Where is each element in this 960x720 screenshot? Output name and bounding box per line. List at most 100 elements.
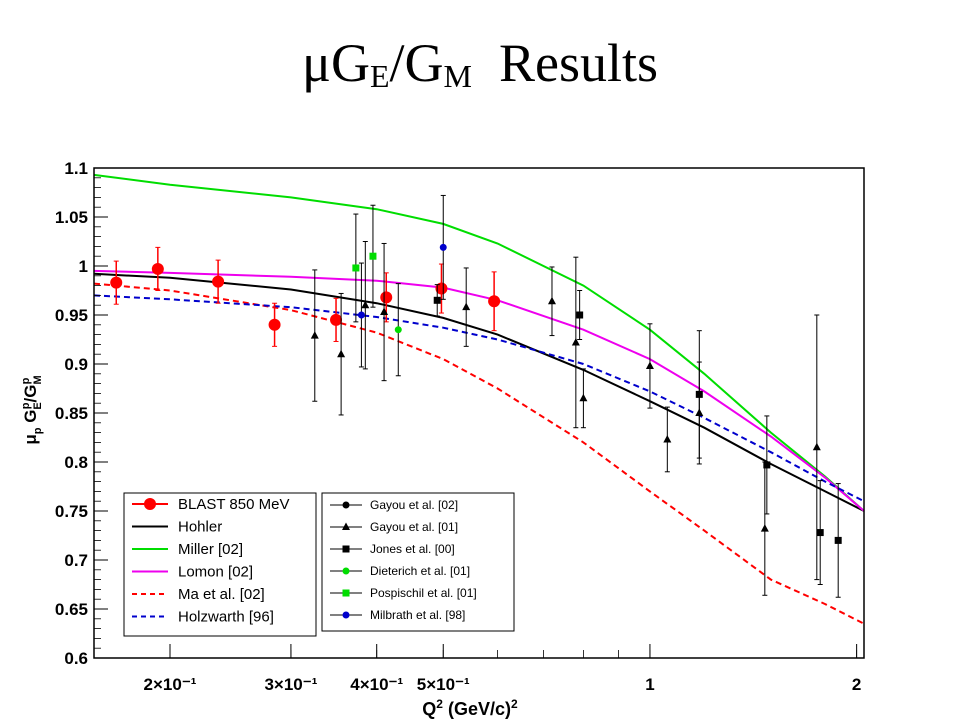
legend-label: Dieterich et al. [01] xyxy=(370,564,470,578)
point-blast-850-mev xyxy=(435,263,448,314)
point-jones-et-al-00 xyxy=(695,330,703,459)
marker-gayou-et-al-01 xyxy=(547,296,556,305)
marker-blast-850-mev xyxy=(151,262,164,275)
axes-layer: 0.6 0.65 0.7 0.75 0.8 0.85 0.9 0.95 1 1.05 1.1 2×10… xyxy=(55,159,861,694)
marker-jones-et-al-00 xyxy=(576,311,584,319)
curve-hohler xyxy=(93,272,865,512)
title-sub-e: E xyxy=(369,58,390,94)
point-gayou-et-al-01 xyxy=(337,292,346,416)
point-pospischil-et-al-01 xyxy=(369,204,377,308)
legend-label: Pospischil et al. [01] xyxy=(370,586,477,600)
legend-entry-pospischil-et-al-01: Pospischil et al. [01] xyxy=(330,586,477,600)
x-tick-label: 5×10⁻¹ xyxy=(417,675,470,694)
marker-gayou-et-al-01 xyxy=(337,349,346,358)
y-tick-label: 1 xyxy=(79,257,88,276)
legend-right: Gayou et al. [02] Gayou et al. [01] Jones … xyxy=(321,492,515,632)
legend-swatch-marker xyxy=(342,545,350,553)
y-tick-label: 0.95 xyxy=(55,306,88,325)
legend-label: Lomon [02] xyxy=(178,564,253,581)
legend-entry-miller-02: Miller [02] xyxy=(132,541,243,558)
point-dieterich-et-al-01 xyxy=(394,283,402,377)
point-blast-850-mev xyxy=(110,260,123,305)
legend-entry-dieterich-et-al-01: Dieterich et al. [01] xyxy=(330,564,470,578)
legend-entry-jones-et-al-00: Jones et al. [00] xyxy=(330,542,455,556)
legend-entry-gayou-et-al-02: Gayou et al. [02] xyxy=(330,498,458,512)
title-main: μG xyxy=(302,33,370,93)
y-tick-label: 0.6 xyxy=(64,649,88,668)
slide-title: μGE/GM Results xyxy=(0,32,960,95)
legend-label: Miller [02] xyxy=(178,541,243,558)
x-tick-label: 3×10⁻¹ xyxy=(264,675,317,694)
point-gayou-et-al-01 xyxy=(361,241,370,370)
marker-blast-850-mev xyxy=(212,275,225,288)
legend-label: Gayou et al. [02] xyxy=(370,498,458,512)
marker-jones-et-al-00 xyxy=(834,536,842,544)
marker-blast-850-mev xyxy=(488,295,501,308)
marker-jones-et-al-00 xyxy=(695,390,703,398)
title-suffix: Results xyxy=(498,33,658,93)
point-pospischil-et-al-01 xyxy=(352,213,360,323)
marker-gayou-et-al-01 xyxy=(571,337,580,346)
marker-gayou-et-al-01 xyxy=(361,300,370,309)
point-blast-850-mev xyxy=(151,246,164,291)
legend-entry-milbrath-et-al-98: Milbrath et al. [98] xyxy=(330,608,465,622)
marker-gayou-et-al-01 xyxy=(645,361,654,369)
points-layer xyxy=(110,194,842,598)
point-gayou-et-al-01 xyxy=(812,314,821,581)
legend-entry-lomon-02: Lomon [02] xyxy=(132,564,253,581)
title-sub-m: M xyxy=(443,58,472,94)
legend-entry-gayou-et-al-01: Gayou et al. [01] xyxy=(330,520,458,534)
marker-milbrath-et-al-98 xyxy=(357,311,365,319)
legend-entry-hohler: Hohler xyxy=(132,519,222,536)
point-blast-850-mev xyxy=(488,271,501,332)
y-tick-label: 0.9 xyxy=(64,355,88,374)
marker-gayou-et-al-01 xyxy=(462,302,471,311)
marker-jones-et-al-00 xyxy=(763,461,771,469)
point-blast-850-mev xyxy=(330,297,343,342)
marker-blast-850-mev xyxy=(110,276,123,289)
legend-swatch-marker xyxy=(342,501,350,509)
y-tick-label: 0.75 xyxy=(55,502,88,521)
curves-layer xyxy=(93,173,865,625)
legend-swatch-marker xyxy=(342,522,350,530)
y-tick-label: 0.7 xyxy=(64,551,88,570)
y-axis-label: μp GEp/GMp xyxy=(20,375,44,444)
point-blast-850-mev xyxy=(268,302,281,347)
legend-swatch-marker xyxy=(144,498,156,510)
legend-swatch-marker xyxy=(342,611,350,619)
point-jones-et-al-00 xyxy=(576,290,584,340)
marker-pospischil-et-al-01 xyxy=(352,264,360,272)
marker-blast-850-mev xyxy=(380,291,393,304)
point-jones-et-al-00 xyxy=(433,284,441,317)
x-tick-label: 1 xyxy=(645,675,654,694)
legend-label: Jones et al. [00] xyxy=(370,542,455,556)
y-tick-label: 0.85 xyxy=(55,404,88,423)
point-jones-et-al-00 xyxy=(763,415,771,515)
legend-right-box xyxy=(321,492,515,632)
x-tick-label: 4×10⁻¹ xyxy=(350,675,403,694)
point-gayou-et-al-01 xyxy=(310,269,319,402)
point-gayou-et-al-01 xyxy=(462,267,471,347)
x-tick-label: 2×10⁻¹ xyxy=(144,675,197,694)
legend-label: Holzwarth [96] xyxy=(178,609,274,626)
legend-swatch-marker xyxy=(342,589,350,597)
point-gayou-et-al-01 xyxy=(760,461,769,596)
y-tick-label: 1.1 xyxy=(64,159,88,178)
point-milbrath-et-al-98 xyxy=(357,262,365,368)
marker-gayou-et-al-01 xyxy=(380,307,389,316)
marker-dieterich-et-al-01 xyxy=(394,326,402,334)
legend-entry-ma-et-al-02: Ma et al. [02] xyxy=(132,586,265,603)
marker-blast-850-mev xyxy=(330,313,343,326)
legend-label: Ma et al. [02] xyxy=(178,586,265,603)
point-gayou-et-al-01 xyxy=(663,406,672,473)
point-gayou-et-al-01 xyxy=(579,368,588,429)
y-tick-label: 0.65 xyxy=(55,600,88,619)
marker-gayou-et-al-01 xyxy=(579,393,588,402)
legend-label: Hohler xyxy=(178,519,222,536)
x-axis-label: Q2 (GeV/c)2 xyxy=(422,697,518,719)
point-milbrath-et-al-98 xyxy=(439,194,447,300)
point-jones-et-al-00 xyxy=(834,483,842,598)
legend-label: Gayou et al. [01] xyxy=(370,520,458,534)
curve-holzwarth-96 xyxy=(93,294,865,503)
legend-left-box xyxy=(123,492,317,637)
